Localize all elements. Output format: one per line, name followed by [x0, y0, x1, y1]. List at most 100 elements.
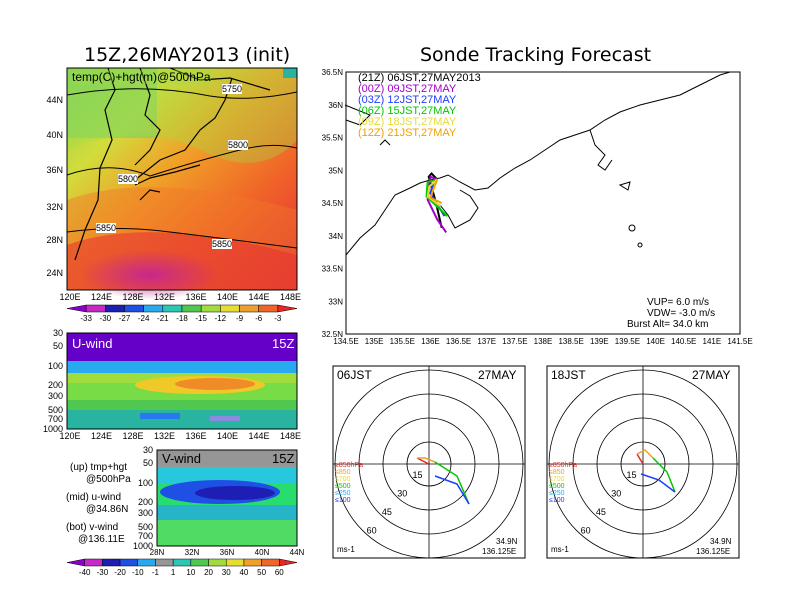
pressure-tick-label: 700: [138, 531, 153, 541]
pressure-tick-label: 100: [138, 478, 153, 488]
lat-tick-label: 44N: [46, 95, 63, 105]
burst-text: Burst Alt= 34.0 km: [627, 319, 709, 330]
colorbar-swatch: [279, 558, 298, 567]
pressure-tick-label: 300: [138, 508, 153, 518]
colorbar-label: -27: [119, 314, 131, 323]
lat-tick-label: 36N: [220, 548, 235, 557]
v-wind-time: 15Z: [272, 451, 295, 466]
colorbar-swatch: [239, 304, 259, 313]
pressure-tick-label: 50: [143, 458, 153, 468]
hodograph-trace: [434, 461, 470, 505]
colorbar-swatch: [85, 304, 106, 313]
lat-tick-label: 32N: [46, 202, 63, 212]
hodo0-time: 06JST: [337, 368, 372, 382]
colorbar-label: -30: [97, 568, 109, 577]
note-bot-b: @136.11E: [78, 534, 125, 545]
lat-tick-label: 28N: [46, 235, 63, 245]
hodo1-lon: 136.125E: [696, 547, 731, 556]
pressure-tick-label: 300: [48, 391, 63, 401]
pressure-tick-label: 700: [48, 414, 63, 424]
colorbar-label: -24: [138, 314, 150, 323]
track-map: [344, 71, 741, 335]
colorbar-label: -15: [195, 314, 207, 323]
colorbar-swatch: [105, 304, 125, 313]
hodograph-ring: [358, 393, 500, 535]
track-series-line: [427, 172, 443, 229]
lon-tick-label: 120E: [59, 292, 80, 302]
hodograph-level-label: ≤100: [335, 497, 351, 504]
lon-tick-label: 135E: [365, 337, 384, 346]
lon-tick-label: 148E: [280, 292, 301, 302]
hodograph-ring-label: 60: [367, 525, 377, 535]
hodo1-time: 18JST: [551, 368, 586, 382]
u-wind-time: 15Z: [272, 336, 295, 351]
lat-tick-label: 36.5N: [322, 68, 344, 77]
contour-label-5850a: 5850: [96, 223, 117, 233]
hodograph-level-label: ≤700: [335, 476, 351, 483]
lon-tick-label: 140E: [217, 292, 238, 302]
lat-tick-label: 44N: [290, 548, 305, 557]
lon-tick-label: 148E: [280, 431, 301, 441]
lon-tick-label: 137.5E: [502, 337, 527, 346]
hodograph-level-label: ≥850hPa: [549, 462, 577, 469]
lon-tick-label: 120E: [59, 431, 80, 441]
note-bot-a: (bot) v-wind: [66, 522, 119, 533]
colorbar-label: -20: [114, 568, 126, 577]
track-legend-jst: 15JST,27MAY: [387, 105, 457, 117]
vup-text: VUP= 6.0 m/s: [647, 297, 709, 308]
hodograph-level-label: ≤250: [549, 490, 565, 497]
colorbar-swatch: [181, 304, 202, 313]
track-lines: [425, 172, 449, 234]
hodograph-level-label: ≤700: [549, 476, 565, 483]
colorbar-label: -12: [215, 314, 227, 323]
hodo1-unit: ms-1: [551, 545, 569, 554]
colorbar-swatch: [261, 558, 280, 567]
pressure-tick-label: 200: [138, 497, 153, 507]
lon-tick-label: 140E: [217, 431, 238, 441]
colorbar-swatch: [208, 558, 227, 567]
hodograph-ring: [382, 417, 476, 511]
v-wind-panel: [156, 449, 298, 547]
lon-tick-label: 136E: [185, 292, 206, 302]
lon-tick-label: 141E: [703, 337, 722, 346]
colorbar-swatch: [66, 304, 87, 313]
lon-tick-label: 132E: [154, 431, 175, 441]
lon-tick-label: 140E: [646, 337, 665, 346]
lon-tick-label: 138.5E: [558, 337, 583, 346]
hodograph-ring-label: 30: [397, 488, 407, 498]
colorbar-swatch: [243, 558, 262, 567]
hodograph-trace: [416, 457, 430, 465]
hodograph-ring-label: 15: [413, 470, 423, 480]
lon-tick-label: 136.5E: [446, 337, 471, 346]
track-legend-jst: 09JST,27MAY: [387, 83, 457, 95]
colorbar-label: -33: [80, 314, 92, 323]
lon-tick-label: 128E: [122, 431, 143, 441]
lat-tick-label: 32N: [185, 548, 200, 557]
colorbar-swatch: [162, 304, 183, 313]
colorbar-label: -6: [255, 314, 263, 323]
hodograph-trace: [417, 457, 436, 463]
v-wind-label: V-wind: [162, 451, 202, 466]
lat-tick-label: 28N: [150, 548, 165, 557]
pressure-tick-label: 500: [138, 522, 153, 532]
track-legend-jst: 18JST,27MAY: [387, 116, 457, 128]
lon-tick-label: 135.5E: [390, 337, 415, 346]
lat-tick-label: 34.5N: [322, 199, 344, 208]
left-title: 15Z,26MAY2013 (init): [84, 44, 291, 66]
lon-tick-label: 144E: [248, 292, 269, 302]
hodo0-unit: ms-1: [337, 545, 355, 554]
colorbar-swatch: [190, 558, 209, 567]
colorbar-label: -9: [236, 314, 244, 323]
colorbar-label: -10: [132, 568, 144, 577]
colorbar-swatch: [66, 558, 85, 567]
contour-label-5750: 5750: [222, 84, 243, 94]
lat-tick-label: 36N: [328, 101, 343, 110]
hodograph-level-label: ≤100: [549, 497, 565, 504]
hodograph-trace: [434, 475, 470, 505]
lon-tick-label: 124E: [91, 292, 112, 302]
hodograph-ring: [334, 369, 524, 559]
contour-label-5850b: 5850: [212, 239, 233, 249]
hodograph-level-label: ≤850: [335, 469, 351, 476]
colorbar-swatch: [220, 304, 240, 313]
